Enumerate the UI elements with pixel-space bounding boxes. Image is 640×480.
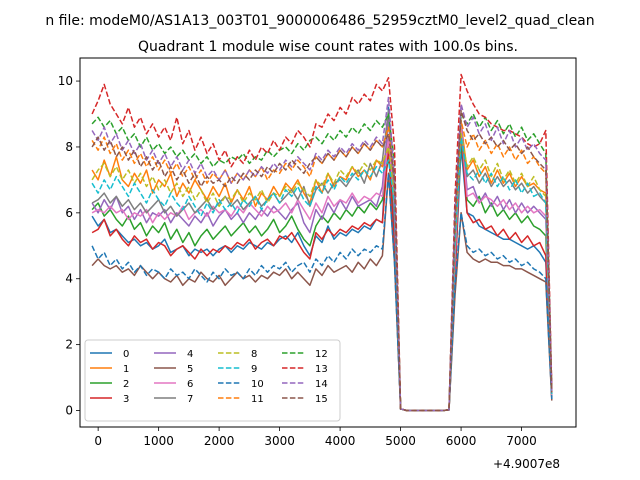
legend-label-0: 0 xyxy=(123,349,129,360)
legend-box xyxy=(84,339,341,422)
series-line-15 xyxy=(91,109,553,412)
legend-label-7: 7 xyxy=(187,394,193,405)
x-tick-label: 5000 xyxy=(385,434,416,448)
plot-frame xyxy=(79,57,577,428)
series-line-12 xyxy=(91,113,553,412)
figure-suptitle: n file: modeM0/AS1A13_003T01_9000006486_… xyxy=(45,13,594,29)
series-line-2 xyxy=(91,139,553,412)
x-tick-label: 6000 xyxy=(446,434,477,448)
y-tick-label: 4 xyxy=(65,272,73,286)
series-line-13 xyxy=(91,73,553,412)
series-line-4 xyxy=(91,116,553,412)
legend-label-4: 4 xyxy=(187,349,193,360)
legend-label-10: 10 xyxy=(251,379,264,390)
legend-label-2: 2 xyxy=(123,379,129,390)
legend-label-6: 6 xyxy=(187,379,193,390)
y-tick-label: 2 xyxy=(65,338,73,352)
x-tick-label: 4000 xyxy=(325,434,356,448)
chart-title: Quadrant 1 module wise count rates with … xyxy=(138,39,518,55)
series-line-0 xyxy=(91,106,553,412)
series-line-3 xyxy=(91,129,553,412)
y-tick-label: 8 xyxy=(65,140,73,154)
legend-label-13: 13 xyxy=(315,364,328,375)
legend-label-1: 1 xyxy=(123,364,129,375)
x-axis-offset-label: +4.9007e8 xyxy=(493,457,560,471)
series-line-10 xyxy=(91,172,553,412)
legend-label-5: 5 xyxy=(187,364,193,375)
y-tick-label: 0 xyxy=(65,404,73,418)
legend-label-14: 14 xyxy=(315,379,328,390)
legend-label-9: 9 xyxy=(251,364,257,375)
x-tick-label: 2000 xyxy=(204,434,235,448)
y-tick-label: 10 xyxy=(58,74,73,88)
series-line-14 xyxy=(91,96,553,412)
legend-label-3: 3 xyxy=(123,394,129,405)
x-tick-label: 7000 xyxy=(506,434,537,448)
x-tick-label: 1000 xyxy=(143,434,174,448)
y-tick-label: 6 xyxy=(65,206,73,220)
series-line-9 xyxy=(91,136,553,412)
legend-label-15: 15 xyxy=(315,394,328,405)
legend-label-11: 11 xyxy=(251,394,264,405)
x-tick-label: 3000 xyxy=(264,434,295,448)
y-axis: 0 2 4 6 8 10 xyxy=(58,74,80,418)
series-line-8 xyxy=(91,133,553,412)
x-axis: 0 1000 2000 3000 4000 5000 6000 7000 xyxy=(94,427,537,448)
legend-label-8: 8 xyxy=(251,349,257,360)
series-line-5 xyxy=(91,172,553,412)
series-layer xyxy=(91,73,553,412)
series-line-7 xyxy=(91,109,553,412)
legend-label-12: 12 xyxy=(315,349,328,360)
series-line-6 xyxy=(91,126,553,412)
x-tick-label: 0 xyxy=(94,434,102,448)
